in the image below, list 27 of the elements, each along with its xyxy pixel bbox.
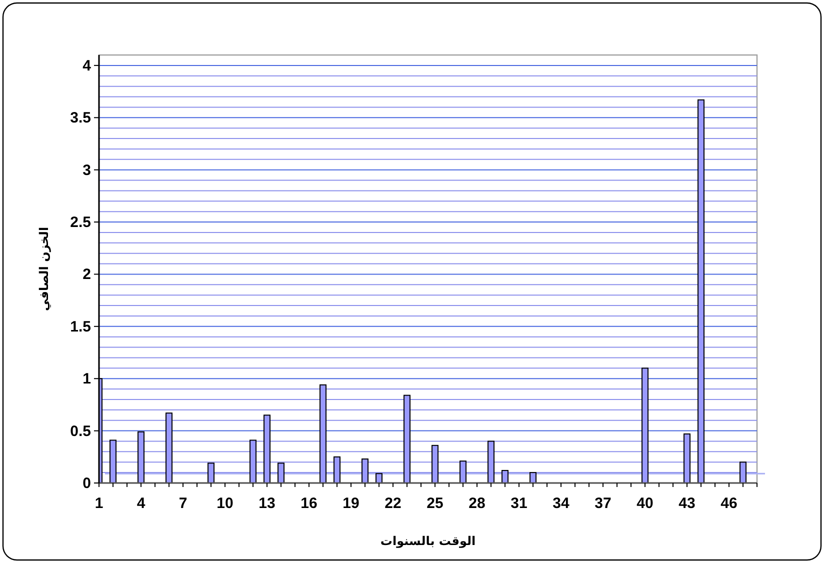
x-tick-label: 28 [468,495,486,512]
x-tick-label: 37 [594,495,612,512]
x-tick-label: 25 [426,495,444,512]
y-tick-label: 3 [82,162,91,179]
x-tick-label: 1 [94,495,104,512]
x-tick-label: 7 [178,495,188,512]
y-tick-label: 1 [82,370,91,388]
x-tick-label: 46 [720,495,738,512]
x-tick-label: 22 [384,495,402,512]
y-tick-label: 0.5 [70,422,91,440]
y-tick-label: 1.5 [70,318,91,336]
y-tick-label: 0 [82,475,91,492]
y-tick-label: 4 [82,57,92,74]
x-tick-label: 10 [216,495,234,512]
y-tick-label: 2 [82,266,91,284]
x-tick-label: 4 [136,495,146,512]
x-tick-label: 19 [342,495,360,512]
y-tick-label: 2.5 [70,214,91,232]
x-tick-label: 43 [678,495,696,512]
x-tick-label: 40 [636,495,654,512]
y-axis-title: الخزن الصافي [37,226,51,312]
y-tick-label: 3.5 [70,110,91,127]
x-axis-title: الوقت بالسنوات [380,534,476,548]
x-tick-label: 16 [300,495,318,512]
x-tick-label: 34 [552,495,570,512]
x-tick-label: 13 [258,495,276,512]
x-tick-label: 31 [510,495,528,512]
